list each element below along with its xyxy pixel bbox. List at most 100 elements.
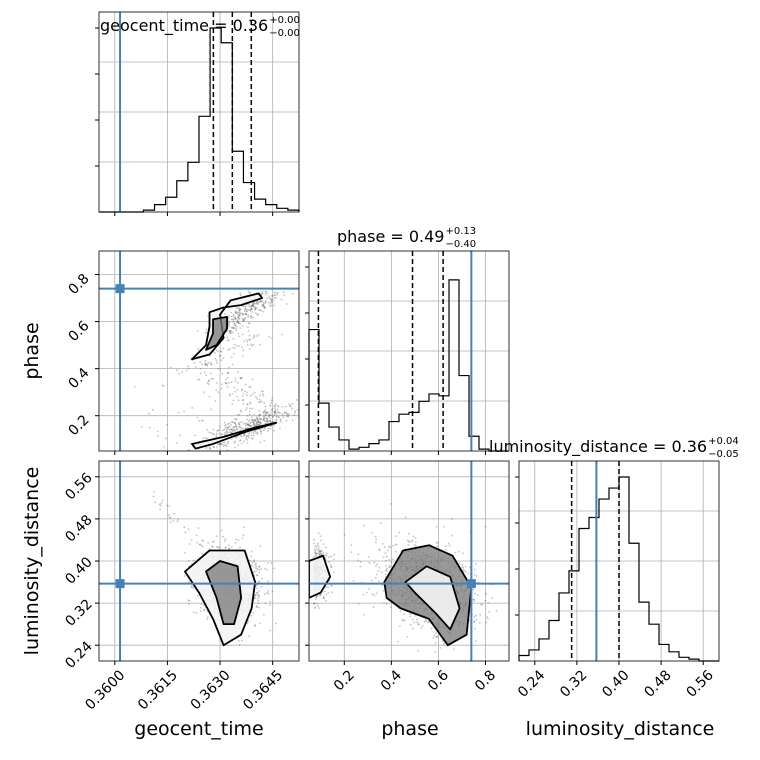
sample-point	[251, 378, 254, 381]
sample-point	[291, 419, 294, 422]
sample-point	[316, 548, 318, 551]
sample-point	[313, 602, 316, 605]
sample-point	[319, 550, 322, 553]
sample-point	[240, 427, 243, 430]
sample-point	[229, 431, 232, 433]
sample-point	[233, 386, 236, 389]
sample-point	[246, 403, 249, 406]
sample-point	[257, 594, 259, 597]
sample-point	[325, 552, 328, 555]
sample-point	[249, 559, 251, 562]
sample-point	[291, 407, 293, 410]
sample-point	[454, 551, 457, 554]
hist-panel-luminosity_distance	[515, 460, 720, 665]
sample-point	[243, 433, 246, 435]
sample-point	[264, 405, 267, 408]
sample-point	[261, 300, 264, 303]
sample-point	[235, 307, 238, 310]
sample-point	[389, 546, 392, 549]
sample-point	[260, 568, 263, 570]
sample-point	[190, 585, 193, 588]
sample-point	[316, 594, 319, 597]
sample-point	[256, 574, 258, 577]
sample-point	[264, 291, 267, 294]
sample-point	[227, 372, 230, 374]
sample-point	[266, 568, 269, 571]
sample-point	[234, 541, 237, 544]
sample-point	[246, 435, 249, 438]
sample-point	[269, 404, 272, 407]
sample-point	[474, 562, 477, 565]
sample-point	[399, 610, 402, 613]
sample-point	[238, 317, 241, 320]
sample-point	[238, 423, 241, 426]
sample-point	[250, 308, 253, 311]
sample-point	[473, 598, 476, 601]
sample-point	[243, 310, 246, 313]
sample-point	[398, 531, 401, 534]
sample-point	[207, 380, 210, 383]
sample-point	[230, 421, 233, 423]
sample-point	[248, 305, 251, 308]
sample-point	[239, 377, 242, 380]
sample-point	[252, 612, 255, 614]
sample-point	[237, 539, 240, 542]
sample-point	[232, 338, 235, 340]
sample-point	[199, 361, 202, 363]
sample-point	[198, 378, 201, 381]
sample-point	[213, 446, 215, 449]
sample-point	[242, 399, 245, 401]
sample-point	[231, 403, 234, 405]
sample-point	[233, 343, 236, 346]
x-axis-label-phase: phase	[381, 718, 438, 740]
sample-point	[197, 348, 200, 350]
sample-point	[414, 536, 417, 539]
sample-point	[401, 619, 404, 622]
sample-point	[236, 371, 239, 374]
sample-point	[273, 567, 275, 570]
sample-point	[264, 293, 267, 296]
sample-point	[276, 404, 279, 407]
sample-point	[231, 420, 234, 423]
sample-point	[230, 424, 232, 426]
sample-point	[250, 424, 252, 427]
hist-panel-geocent_time	[95, 11, 300, 216]
sample-point	[435, 635, 437, 638]
sample-point	[199, 372, 202, 375]
sample-point	[227, 319, 230, 321]
sample-point	[251, 419, 253, 421]
sample-point	[262, 412, 265, 415]
tick-label-phase: 0.6	[66, 318, 93, 345]
sample-point	[250, 550, 253, 553]
sample-point	[305, 402, 307, 404]
sample-point	[256, 567, 259, 570]
sample-point	[233, 441, 236, 444]
sample-point	[244, 313, 247, 316]
sample-point	[207, 314, 209, 317]
sample-point	[229, 393, 231, 396]
sample-point	[241, 537, 244, 539]
sample-point	[233, 322, 236, 325]
sample-point	[425, 620, 428, 623]
sample-point	[248, 423, 250, 426]
sample-point	[480, 603, 483, 606]
sample-point	[241, 333, 244, 336]
sample-point	[260, 431, 263, 433]
sample-point	[258, 422, 260, 425]
sample-point	[262, 303, 265, 306]
sample-point	[231, 429, 233, 431]
sample-point	[300, 400, 302, 402]
sample-point	[225, 445, 228, 448]
sample-point	[409, 624, 412, 626]
sample-point	[407, 543, 410, 546]
sample-point	[268, 297, 271, 300]
sample-point	[250, 308, 253, 310]
sample-point	[236, 395, 238, 398]
sample-point	[475, 574, 478, 577]
sample-point	[285, 303, 288, 305]
sample-point	[263, 410, 266, 413]
sample-point	[473, 568, 476, 571]
sample-point	[211, 541, 214, 543]
sample-point	[202, 540, 205, 542]
sample-point	[247, 620, 250, 622]
